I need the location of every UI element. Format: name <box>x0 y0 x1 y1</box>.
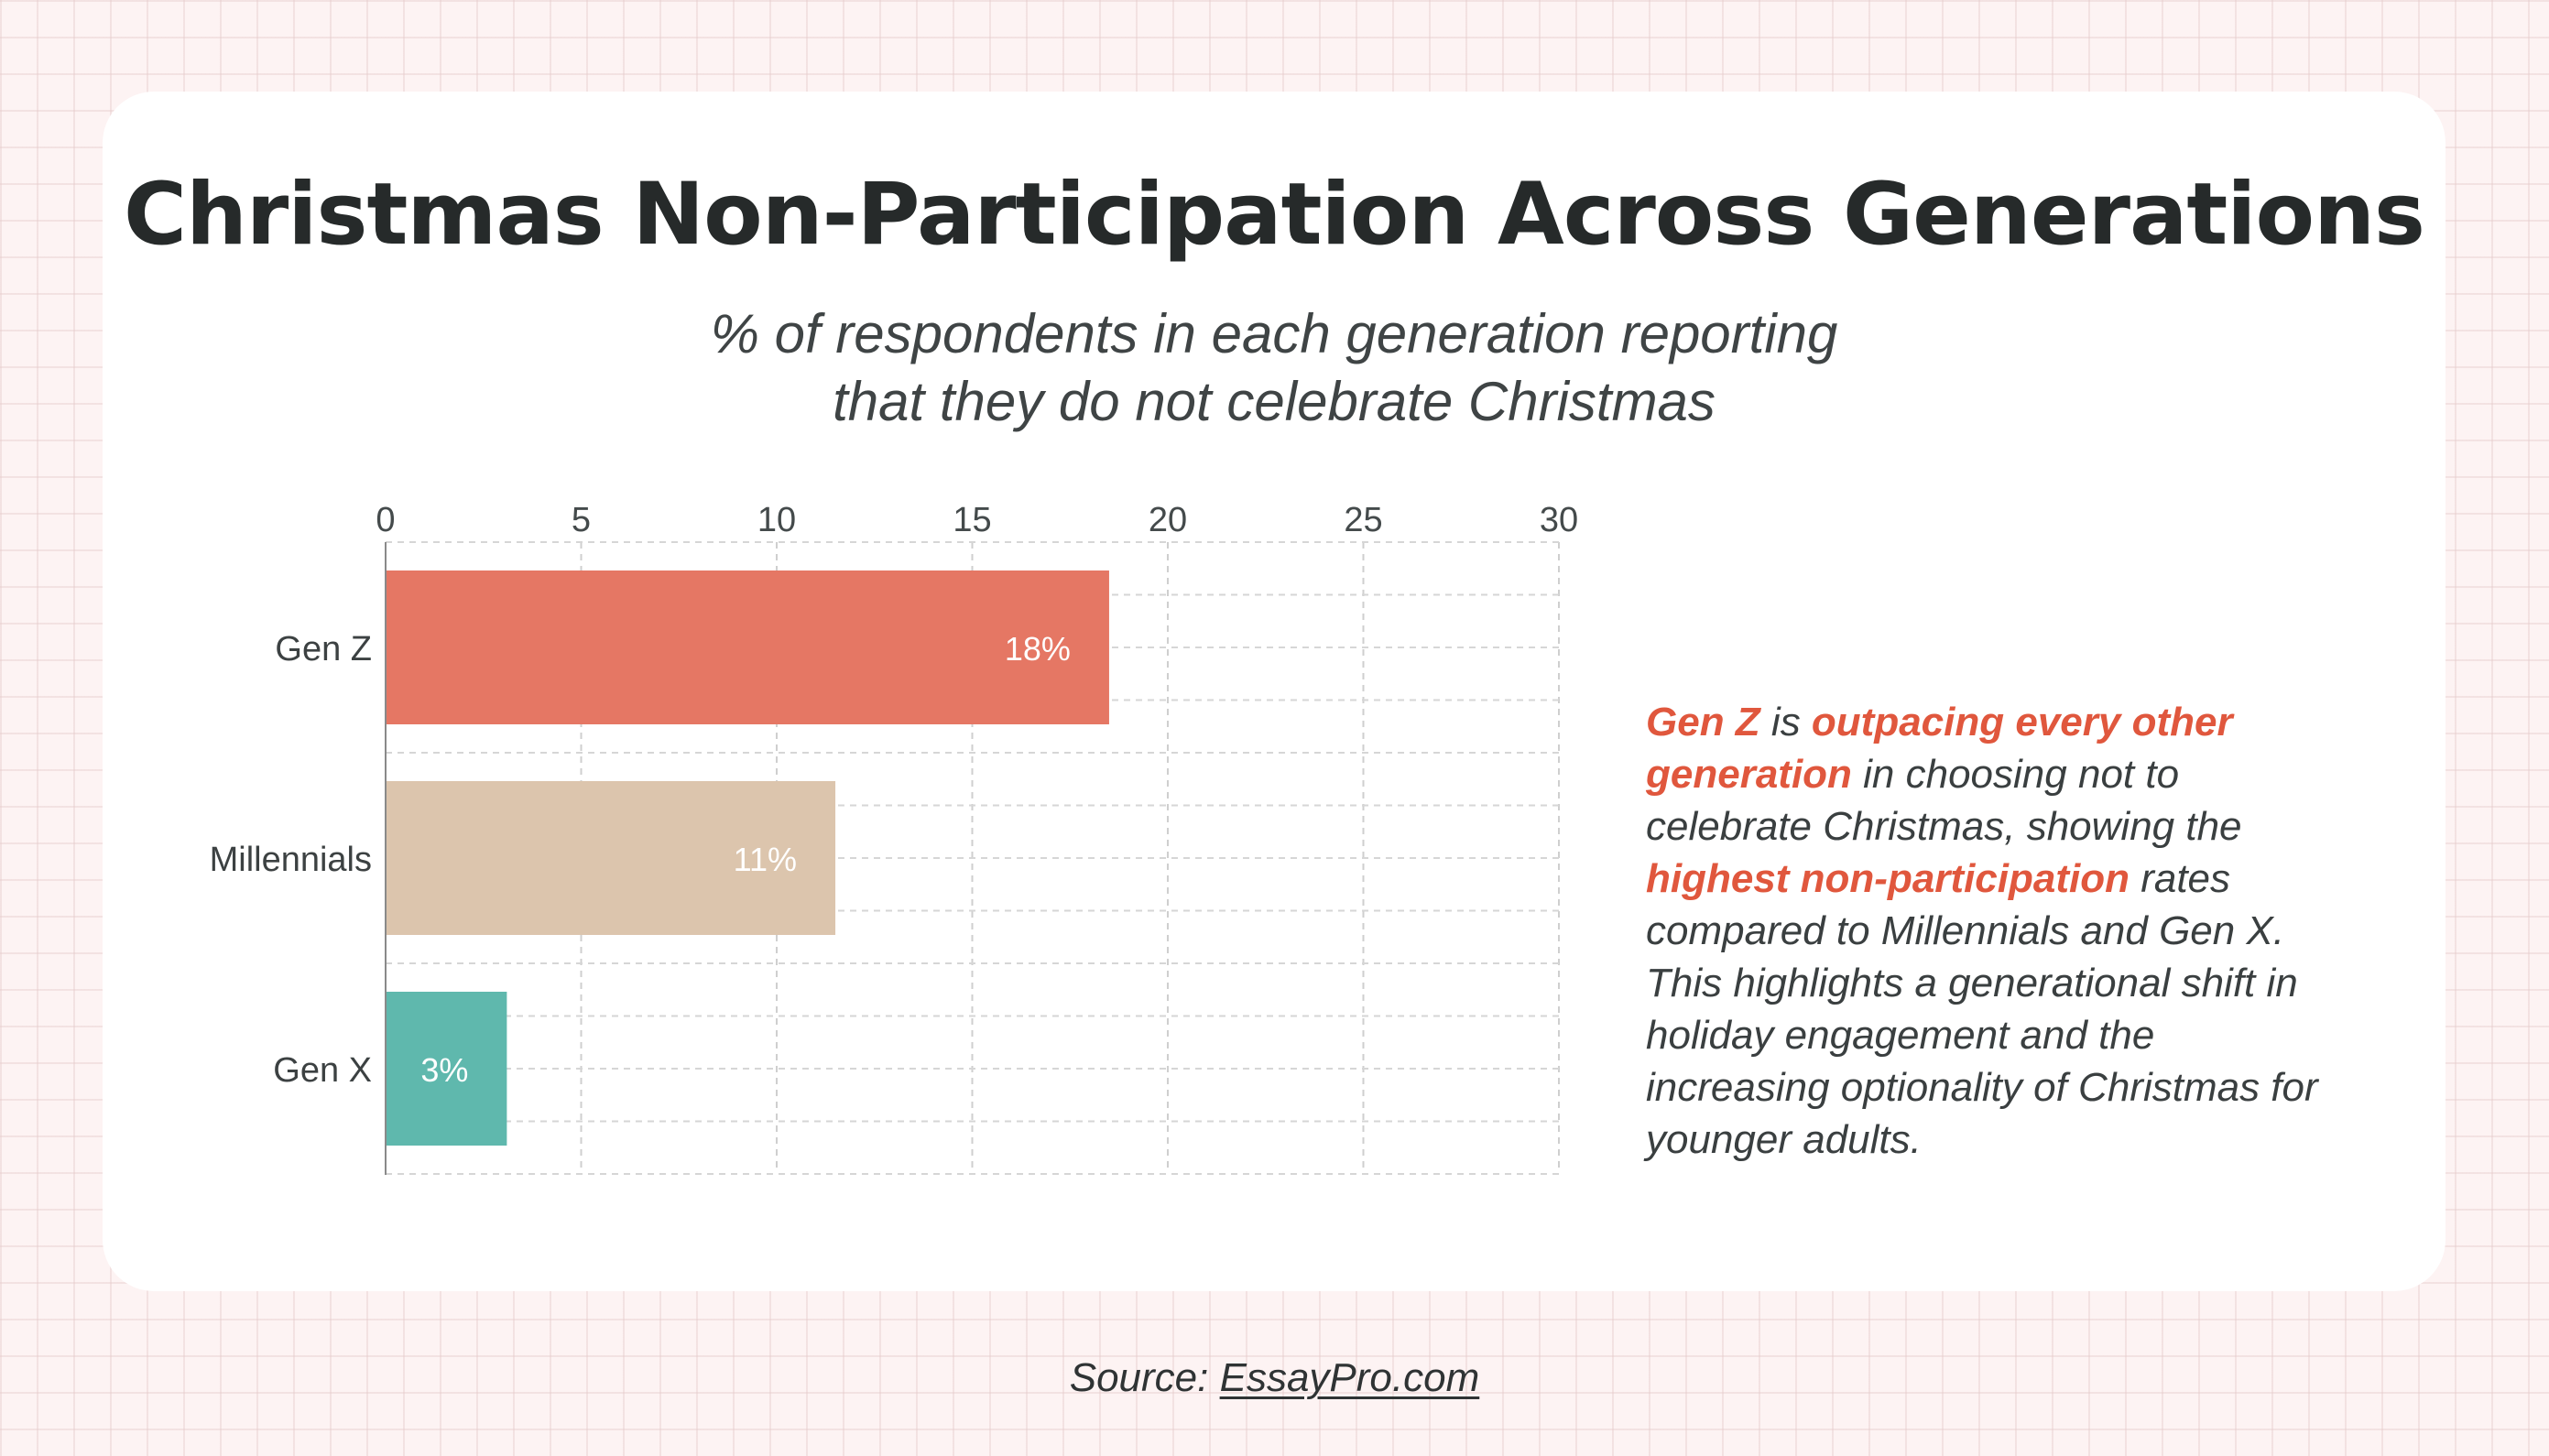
category-label: Gen Z <box>275 630 372 668</box>
x-tick-label: 15 <box>953 501 991 539</box>
bar-chart: 0 5 10 15 20 25 30 Gen Z 18% Millennials 11% Gen X 3… <box>210 501 1578 1175</box>
x-tick-label: 0 <box>376 501 395 539</box>
note-text-3: rates compared to Millennials and Gen X.… <box>1646 856 2318 1162</box>
note-text-1: is <box>1759 700 1812 744</box>
note-highlight-non-participation: highest non-participation <box>1646 856 2130 901</box>
x-tick-label: 30 <box>1540 501 1578 539</box>
chart-title: Christmas Non-Participation Across Gener… <box>124 165 2425 265</box>
category-label: Gen X <box>273 1051 372 1090</box>
subtitle-line-2: that they do not celebrate Christmas <box>833 371 1716 432</box>
source-label: Source: <box>1069 1355 1220 1400</box>
insight-note: Gen Z is outpacing every other generatio… <box>1646 696 2342 1166</box>
bar-value-label: 3% <box>420 1051 468 1089</box>
subtitle-line-1: % of respondents in each generation repo… <box>710 303 1838 364</box>
note-highlight-gen-z: Gen Z <box>1646 700 1760 744</box>
note-text-2: in choosing not to celebrate Christmas, … <box>1646 752 2242 849</box>
x-tick-label: 10 <box>757 501 796 539</box>
note-highlight-outpacing: outpacing every other generation <box>1646 700 2233 797</box>
source-line: Source: EssayPro.com <box>0 1355 2549 1401</box>
bar-value-label: 11% <box>734 841 797 878</box>
x-tick-label: 25 <box>1344 501 1382 539</box>
category-label: Millennials <box>210 841 372 879</box>
x-tick-label: 20 <box>1149 501 1187 539</box>
bar-millennials <box>386 781 836 935</box>
chart-subtitle: % of respondents in each generation repo… <box>103 300 2446 436</box>
x-tick-label: 5 <box>572 501 591 539</box>
source-link[interactable]: EssayPro.com <box>1219 1355 1480 1400</box>
bar-value-label: 18% <box>1005 630 1071 668</box>
bar-gen-z <box>386 570 1109 724</box>
bar-gen-x <box>386 992 507 1146</box>
chart-card: Christmas Non-Participation Across Gener… <box>103 92 2446 1291</box>
